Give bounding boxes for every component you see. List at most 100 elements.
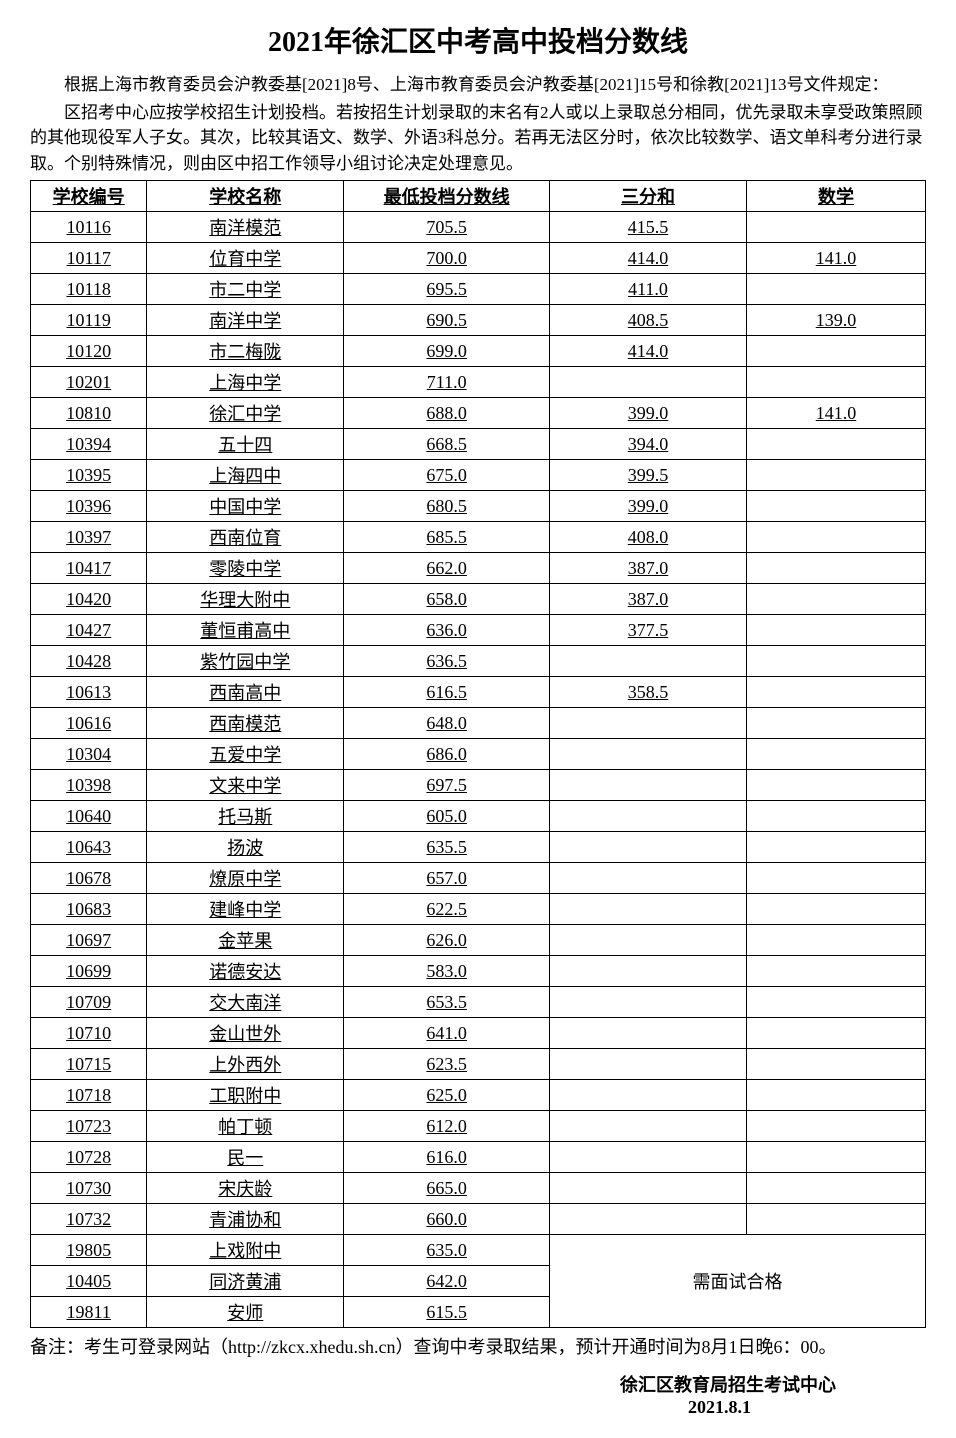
cell-score: 700.0 [344,243,550,274]
cell-three: 414.0 [550,243,747,274]
cell-id: 10119 [31,305,147,336]
cell-id: 10723 [31,1111,147,1142]
cell-three [550,1142,747,1173]
cell-id: 10730 [31,1173,147,1204]
cell-score: 662.0 [344,553,550,584]
cell-name: 南洋中学 [147,305,344,336]
cell-three [550,367,747,398]
cell-score: 665.0 [344,1173,550,1204]
cell-three [550,987,747,1018]
cell-score: 622.5 [344,894,550,925]
cell-name: 上海四中 [147,460,344,491]
cell-name: 上海中学 [147,367,344,398]
cell-math [746,894,925,925]
cell-id: 10810 [31,398,147,429]
cell-id: 10405 [31,1266,147,1297]
intro-paragraph-1: 根据上海市教育委员会沪教委基[2021]8号、上海市教育委员会沪教委基[2021… [30,72,926,98]
cell-math [746,1111,925,1142]
cell-name: 同济黄浦 [147,1266,344,1297]
table-row: 10683建峰中学622.5 [31,894,926,925]
cell-name: 民一 [147,1142,344,1173]
cell-math [746,1080,925,1111]
cell-score: 695.5 [344,274,550,305]
cell-merged: 需面试合格 [550,1235,926,1328]
cell-three [550,739,747,770]
cell-math [746,1204,925,1235]
cell-three [550,894,747,925]
table-row: 10117位育中学700.0414.0141.0 [31,243,926,274]
page-title: 2021年徐汇区中考高中投档分数线 [30,20,926,60]
cell-score: 635.0 [344,1235,550,1266]
cell-score: 688.0 [344,398,550,429]
cell-three: 414.0 [550,336,747,367]
table-row: 10715上外西外623.5 [31,1049,926,1080]
cell-name: 中国中学 [147,491,344,522]
signature: 徐汇区教育局招生考试中心 [30,1371,926,1397]
cell-name: 宋庆龄 [147,1173,344,1204]
table-row: 10678燎原中学657.0 [31,863,926,894]
cell-three: 387.0 [550,553,747,584]
cell-score: 653.5 [344,987,550,1018]
cell-name: 托马斯 [147,801,344,832]
cell-three [550,925,747,956]
cell-three [550,801,747,832]
cell-math [746,708,925,739]
cell-score: 658.0 [344,584,550,615]
cell-name: 五爱中学 [147,739,344,770]
cell-three: 377.5 [550,615,747,646]
cell-three [550,956,747,987]
cell-id: 10678 [31,863,147,894]
cell-name: 徐汇中学 [147,398,344,429]
cell-three [550,1080,747,1111]
cell-score: 625.0 [344,1080,550,1111]
cell-name: 建峰中学 [147,894,344,925]
cell-score: 635.5 [344,832,550,863]
cell-math [746,367,925,398]
cell-id: 10304 [31,739,147,770]
table-row: 10728民一616.0 [31,1142,926,1173]
cell-score: 657.0 [344,863,550,894]
cell-id: 10728 [31,1142,147,1173]
cell-id: 10397 [31,522,147,553]
cell-score: 623.5 [344,1049,550,1080]
cell-math [746,832,925,863]
cell-three: 399.0 [550,491,747,522]
table-row: 10119南洋中学690.5408.5139.0 [31,305,926,336]
cell-three [550,1049,747,1080]
cell-score: 612.0 [344,1111,550,1142]
cell-name: 安师 [147,1297,344,1328]
cell-id: 10117 [31,243,147,274]
cell-score: 648.0 [344,708,550,739]
cell-name: 西南高中 [147,677,344,708]
table-row: 10398文来中学697.5 [31,770,926,801]
cell-score: 668.5 [344,429,550,460]
table-row: 10643扬波635.5 [31,832,926,863]
table-row: 19805上戏附中635.0需面试合格 [31,1235,926,1266]
table-row: 10420华理大附中658.0387.0 [31,584,926,615]
cell-math [746,1173,925,1204]
cell-three [550,708,747,739]
cell-id: 10428 [31,646,147,677]
cell-id: 10643 [31,832,147,863]
cell-math [746,615,925,646]
header-id: 学校编号 [31,181,147,212]
table-row: 10201上海中学711.0 [31,367,926,398]
cell-math: 141.0 [746,398,925,429]
cell-id: 10613 [31,677,147,708]
cell-math: 141.0 [746,243,925,274]
cell-id: 19811 [31,1297,147,1328]
cell-three: 411.0 [550,274,747,305]
cell-id: 10640 [31,801,147,832]
cell-three [550,832,747,863]
cell-id: 10417 [31,553,147,584]
cell-name: 西南位育 [147,522,344,553]
cell-score: 642.0 [344,1266,550,1297]
cell-id: 10732 [31,1204,147,1235]
cell-three: 358.5 [550,677,747,708]
cell-name: 金山世外 [147,1018,344,1049]
cell-math [746,677,925,708]
cell-math [746,801,925,832]
cell-three: 408.5 [550,305,747,336]
cell-three [550,1173,747,1204]
cell-name: 燎原中学 [147,863,344,894]
